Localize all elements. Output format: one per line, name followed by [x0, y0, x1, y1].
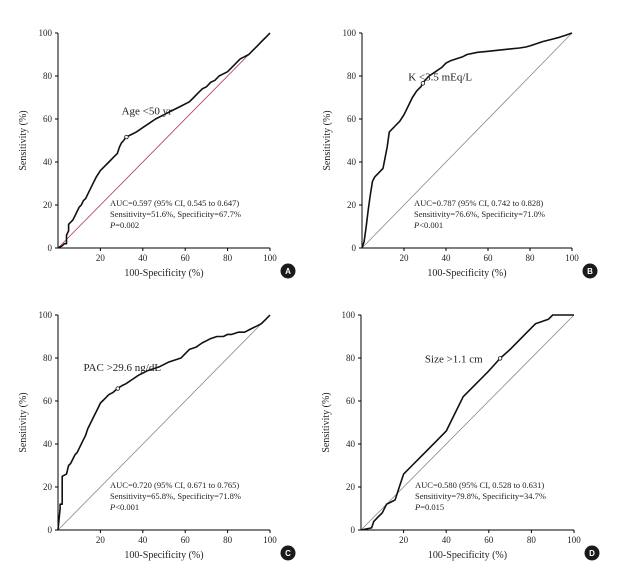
panel-d-ytick-label: 20 — [346, 482, 356, 492]
panel-a-ytick-label: 60 — [43, 114, 53, 124]
panel-d-badge-label: D — [589, 549, 595, 558]
panel-b-badge-label: B — [587, 267, 593, 276]
panel-a-ytick-label: 20 — [43, 200, 53, 210]
panel-c-ytick-label: 80 — [43, 353, 53, 363]
panel-d-ytick-label: 40 — [346, 439, 356, 449]
panel-b-stat-line: Sensitivity=76.6%, Specificity=71.0% — [414, 209, 545, 219]
panel-b-xtick-label: 40 — [442, 253, 452, 263]
panel-c-roc-curve — [57, 314, 271, 531]
panel-b-ytick-label: 60 — [347, 114, 357, 124]
panel-a-stat-line: AUC=0.597 (95% CI, 0.545 to 0.647) — [110, 198, 239, 208]
panel-c: 0 20 20 40 40 60 60 80 80 100 100 100-Specificity (… — [18, 310, 296, 561]
panel-b-ylabel: Sensitivity (%) — [322, 110, 333, 170]
panel-c-xtick-label: 80 — [223, 535, 233, 545]
panel-c-ytick-label: 20 — [43, 482, 53, 492]
panel-c-ytick-label: 100 — [39, 310, 53, 320]
panel-a-ytick-label: 100 — [39, 28, 53, 38]
panel-a-ylabel: Sensitivity (%) — [18, 110, 29, 170]
panel-a-title: Age <50 yr — [122, 106, 173, 118]
panel-c-xtick-label: 100 — [263, 535, 277, 545]
panel-b-ytick-label: 100 — [343, 28, 357, 38]
panel-a: 0 20 20 40 40 60 60 80 80 100 100 100-Specificity (… — [18, 28, 296, 279]
panel-b-xtick-label: 100 — [565, 253, 579, 263]
panel-a-xtick-label: 40 — [138, 253, 148, 263]
panel-c-stat-line: Sensitivity=65.8%, Specificity=71.8% — [110, 491, 241, 501]
panel-a-xtick-label: 20 — [96, 253, 106, 263]
panel-d-xtick-label: 100 — [567, 535, 581, 545]
panel-c-badge-label: C — [285, 549, 291, 558]
panel-c-cutoff-marker — [115, 386, 120, 391]
panel-a-xtick-label: 60 — [181, 253, 191, 263]
panel-d-xtick-label: 60 — [484, 535, 494, 545]
panel-b-cutoff-marker — [420, 81, 426, 86]
panel-b-ytick-label: 80 — [347, 71, 357, 81]
panel-a-xtick-label: 80 — [223, 253, 233, 263]
panel-a-roc-curve — [57, 32, 271, 249]
panel-c-ytick-label: 60 — [43, 396, 53, 406]
panel-a-xlabel: 100-Specificity (%) — [124, 268, 203, 279]
panel-a-stat-line: Sensitivity=51.6%, Specificity=67.7% — [110, 209, 241, 219]
panel-d-ylabel: Sensitivity (%) — [321, 392, 332, 452]
panel-a-badge-label: A — [285, 267, 291, 276]
panel-d: 0 20 20 40 40 60 60 80 80 100 100 100-Specificity (… — [321, 310, 600, 561]
panel-d-ytick-label: 0 — [351, 525, 356, 535]
panel-a-ytick-label: 0 — [48, 243, 53, 253]
panel-b: 0 20 20 40 40 60 60 80 80 100 100 100-Specificity (… — [322, 28, 598, 279]
panel-d-ytick-label: 60 — [346, 396, 356, 406]
panel-d-stat-line: AUC=0.580 (95% CI, 0.528 to 0.631) — [415, 480, 544, 490]
panel-d-stat-line: P=0.015 — [414, 502, 444, 512]
panel-c-xtick-label: 40 — [138, 535, 148, 545]
panel-b-title: K <3.5 mEq/L — [408, 71, 472, 83]
panel-c-xtick-label: 20 — [96, 535, 106, 545]
panel-c-ylabel: Sensitivity (%) — [18, 392, 29, 452]
panel-a-reference-line — [57, 32, 271, 249]
panel-a-cutoff-marker — [124, 134, 129, 140]
panel-b-xtick-label: 20 — [400, 253, 410, 263]
panel-a-stat-line: P=0.002 — [109, 220, 139, 230]
panel-c-xtick-label: 60 — [181, 535, 191, 545]
panel-b-xtick-label: 80 — [526, 253, 536, 263]
panel-c-stat-line: P<0.001 — [109, 502, 139, 512]
panel-b-ytick-label: 0 — [352, 243, 357, 253]
panel-d-xtick-label: 80 — [527, 535, 537, 545]
panel-b-ytick-label: 40 — [347, 157, 357, 167]
panel-d-ytick-label: 100 — [342, 310, 356, 320]
panel-a-xtick-label: 100 — [263, 253, 277, 263]
panel-d-stat-line: Sensitivity=79.8%, Specificity=34.7% — [415, 491, 546, 501]
panel-c-xlabel: 100-Specificity (%) — [124, 550, 203, 561]
panel-b-reference-line — [361, 32, 573, 249]
panel-b-stat-line: P<0.001 — [413, 220, 443, 230]
panel-a-badge — [280, 263, 296, 279]
panel-b-stat-line: AUC=0.787 (95% CI, 0.742 to 0.828) — [414, 198, 543, 208]
panel-c-reference-line — [57, 314, 271, 531]
panel-a-ytick-label: 80 — [43, 71, 53, 81]
panel-d-xtick-label: 40 — [442, 535, 452, 545]
panel-d-cutoff-marker — [497, 356, 503, 361]
panel-c-ytick-label: 40 — [43, 439, 53, 449]
panel-d-roc-curve — [360, 314, 574, 531]
panel-c-stat-line: AUC=0.720 (95% CI, 0.671 to 0.765) — [110, 480, 239, 490]
panel-b-ytick-label: 20 — [347, 200, 357, 210]
panel-b-roc-curve — [361, 32, 573, 249]
panel-a-ytick-label: 40 — [43, 157, 53, 167]
panel-c-ytick-label: 0 — [48, 525, 53, 535]
panel-d-badge — [584, 545, 600, 561]
panel-b-badge — [582, 263, 598, 279]
panel-d-title: Size >1.1 cm — [425, 353, 483, 365]
panel-d-xtick-label: 20 — [399, 535, 409, 545]
panel-b-xtick-label: 60 — [484, 253, 494, 263]
panel-c-badge — [280, 545, 296, 561]
panel-b-xlabel: 100-Specificity (%) — [427, 268, 506, 279]
panel-c-title: PAC >29.6 ng/dL — [83, 362, 161, 374]
panel-d-xlabel: 100-Specificity (%) — [428, 550, 507, 561]
panel-d-ytick-label: 80 — [346, 353, 356, 363]
